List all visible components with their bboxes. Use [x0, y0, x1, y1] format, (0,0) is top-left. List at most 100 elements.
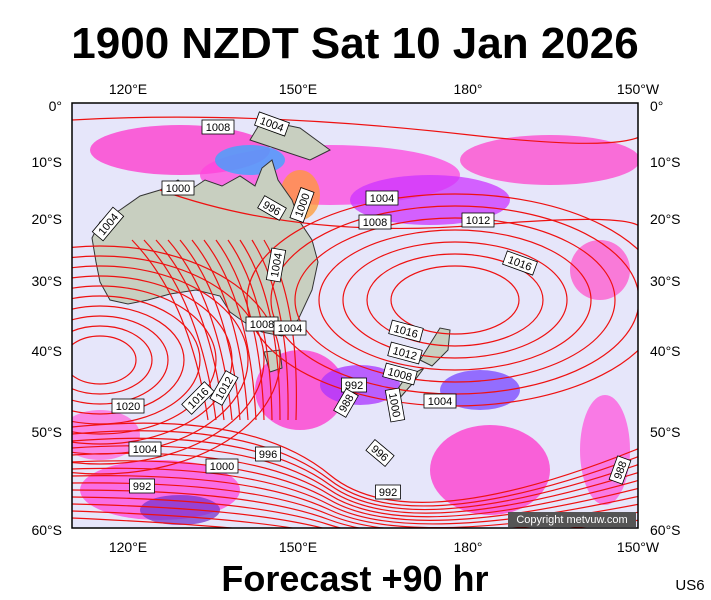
precip-area [430, 425, 550, 515]
label-box [289, 187, 315, 223]
label-text: 988 [612, 460, 630, 481]
isobar [72, 503, 325, 528]
label-box [502, 250, 538, 276]
isobar [72, 422, 638, 503]
label-box [382, 362, 418, 386]
isobar-label: 992 [129, 478, 155, 494]
label-box [608, 455, 632, 485]
label-box [384, 387, 406, 423]
label-text: 1008 [363, 217, 387, 229]
label-box [205, 458, 239, 474]
label-text: 1004 [278, 323, 302, 335]
isobar [72, 305, 185, 415]
isobar [72, 496, 638, 528]
isobar [366, 253, 544, 347]
lon-label: 180° [454, 539, 483, 555]
isobar [72, 335, 137, 385]
lat-label: 10°S [650, 154, 681, 170]
isobar [72, 255, 265, 465]
label-text: 1012 [466, 215, 490, 227]
lon-label: 150°E [279, 81, 317, 97]
label-box [111, 398, 145, 414]
isobar [390, 265, 520, 335]
isobar [72, 285, 217, 435]
lon-label: 150°E [279, 539, 317, 555]
label-box [273, 320, 307, 336]
isobar [72, 430, 638, 507]
isobar-label: 1016 [388, 319, 424, 343]
label-text: 992 [133, 481, 151, 493]
isobar-label: 1000 [384, 387, 406, 423]
label-box [423, 393, 457, 409]
title: 1900 NZDT Sat 10 Jan 2026 [71, 19, 638, 68]
isobar [72, 489, 638, 528]
isobar-label: 1008 [358, 214, 392, 230]
isobar-label: 1008 [245, 316, 279, 332]
isobar [72, 315, 169, 405]
label-box [265, 247, 287, 283]
isobar [294, 217, 616, 383]
label-text: 1004 [269, 252, 285, 278]
label-box [365, 190, 399, 206]
graticule-labels: 120°E120°E150°E150°E180°180°150°W150°W0°… [31, 81, 680, 555]
label-text: 996 [259, 449, 277, 461]
isobar-label: 1004 [273, 320, 307, 336]
isobar [159, 189, 638, 230]
label-box [375, 484, 401, 500]
isobar-label: 1020 [111, 398, 145, 414]
lat-label: 50°S [31, 424, 62, 440]
isobar [72, 325, 153, 395]
label-text: 992 [379, 487, 397, 499]
lat-label: 0° [650, 98, 663, 114]
forecast: Forecast +90 hr [221, 558, 488, 599]
label-box [358, 214, 392, 230]
label-box [461, 212, 495, 228]
label-box [181, 381, 215, 415]
isobar-label: 996 [255, 446, 281, 462]
isobar [318, 229, 592, 371]
precip-area [580, 395, 630, 505]
label-box [91, 206, 125, 242]
isobar [72, 517, 238, 528]
label-text: 1000 [210, 461, 234, 473]
isobar [203, 239, 257, 421]
lat-label: 10°S [31, 154, 62, 170]
label-box [333, 388, 359, 418]
label-text: 1000 [386, 392, 402, 418]
isobar [72, 116, 638, 144]
isobar-label: 1008 [201, 119, 235, 135]
lon-label: 150°W [617, 81, 660, 97]
lat-label: 30°S [31, 273, 62, 289]
lon-label: 150°W [617, 539, 660, 555]
copyright-box [508, 512, 636, 527]
label-box [128, 441, 162, 457]
isobar [191, 239, 249, 421]
label-box [254, 111, 290, 137]
label-box [365, 439, 395, 467]
isobar-label: 992 [341, 377, 367, 393]
label-box [387, 341, 423, 365]
isobar-label: 1004 [365, 190, 399, 206]
label-text: 1004 [370, 193, 394, 205]
frame [71, 102, 639, 529]
lat-label: 30°S [650, 273, 681, 289]
isobar-label: 1000 [161, 180, 195, 196]
label-text: 1020 [116, 401, 140, 413]
lat-label: 60°S [650, 522, 681, 538]
isobar [215, 239, 265, 421]
isobar [72, 452, 638, 518]
label-text: 1008 [206, 122, 230, 134]
isobar [227, 239, 273, 421]
lat-label: 40°S [31, 343, 62, 359]
lat-label: 20°S [31, 211, 62, 227]
lat-label: 20°S [650, 211, 681, 227]
copyright: Copyright metvuw.com [516, 514, 627, 526]
lon-label: 120°E [109, 539, 147, 555]
isobar-label: 1012 [387, 341, 423, 365]
label-box [209, 370, 239, 406]
isobar [251, 239, 289, 421]
isobars [72, 116, 638, 528]
isobar-label: 1004 [128, 441, 162, 457]
isobar [72, 437, 638, 511]
